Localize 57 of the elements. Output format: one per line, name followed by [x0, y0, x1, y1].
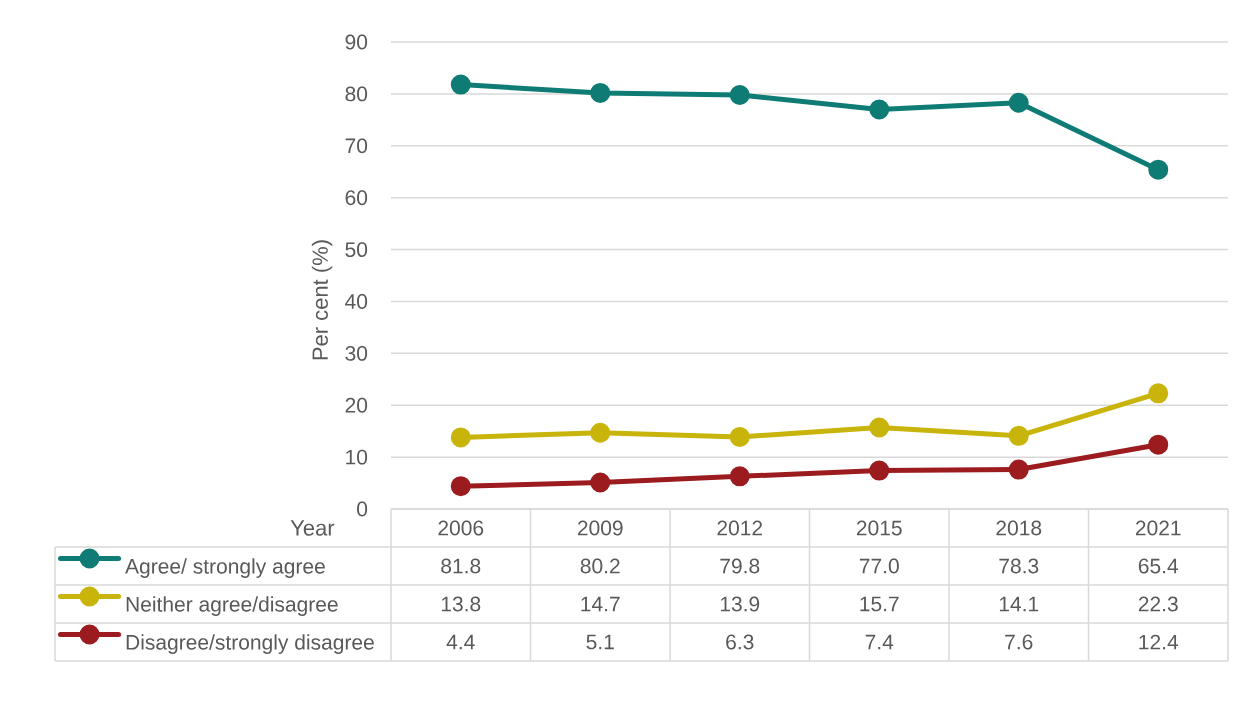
data-label: 4.4	[446, 634, 475, 650]
point	[729, 84, 750, 105]
x-tick-label: 2006	[438, 520, 484, 536]
data-label: 7.4	[865, 634, 894, 650]
legend-label: Agree/ strongly agree	[125, 558, 325, 578]
point	[1148, 434, 1169, 455]
point	[729, 426, 750, 447]
legend-label: Disagree/strongly disagree	[126, 634, 374, 654]
x-axis-title: Year	[290, 520, 335, 536]
point	[1008, 425, 1029, 446]
data-label: 15.7	[860, 596, 899, 612]
data-label: 14.7	[581, 596, 620, 612]
data-label: 14.1	[999, 596, 1039, 612]
data-label: 5.1	[586, 634, 614, 650]
point	[450, 74, 471, 95]
y-tick-label: 60	[345, 190, 368, 206]
data-label: 6.3	[726, 634, 754, 650]
y-tick-label: 0	[357, 501, 368, 517]
point	[1008, 459, 1029, 480]
data-label: 77.0	[859, 558, 899, 574]
point	[450, 476, 471, 497]
x-tick-label: 2015	[856, 520, 902, 536]
point	[450, 427, 471, 448]
y-tick-label: 10	[346, 449, 368, 465]
point	[1148, 159, 1169, 180]
data-label: 81.8	[441, 558, 481, 574]
point	[590, 422, 611, 443]
y-axis-title: Per cent (%)	[311, 240, 333, 360]
point	[869, 460, 890, 481]
data-label: 13.9	[720, 596, 760, 612]
point	[869, 417, 890, 438]
point	[590, 472, 611, 493]
point	[1008, 92, 1029, 113]
y-tick-label: 20	[345, 397, 368, 413]
data-label: 80.2	[580, 558, 620, 574]
y-tick-label: 90	[345, 34, 368, 50]
data-label: 7.6	[1005, 634, 1033, 650]
y-tick-label: 30	[345, 345, 368, 361]
data-label: 22.3	[1138, 596, 1178, 612]
x-tick-label: 2012	[717, 520, 763, 536]
data-label: 65.4	[1138, 558, 1179, 574]
y-tick-label: 50	[345, 242, 368, 258]
y-tick-label: 40	[345, 294, 368, 309]
x-tick-label: 2009	[577, 520, 623, 536]
y-tick-label: 80	[345, 86, 368, 102]
y-tick-label: 70	[345, 138, 368, 154]
x-tick-label: 2018	[996, 520, 1042, 536]
legend-label: Neither agree/disagree	[126, 596, 338, 616]
x-tick-label: 2021	[1135, 520, 1181, 536]
data-label: 12.4	[1139, 634, 1179, 650]
data-label: 13.8	[441, 596, 481, 612]
point	[869, 99, 890, 120]
point	[729, 466, 750, 487]
data-label: 79.8	[720, 558, 760, 574]
point	[590, 82, 611, 103]
data-label: 78.3	[999, 558, 1039, 574]
point	[1148, 383, 1169, 404]
